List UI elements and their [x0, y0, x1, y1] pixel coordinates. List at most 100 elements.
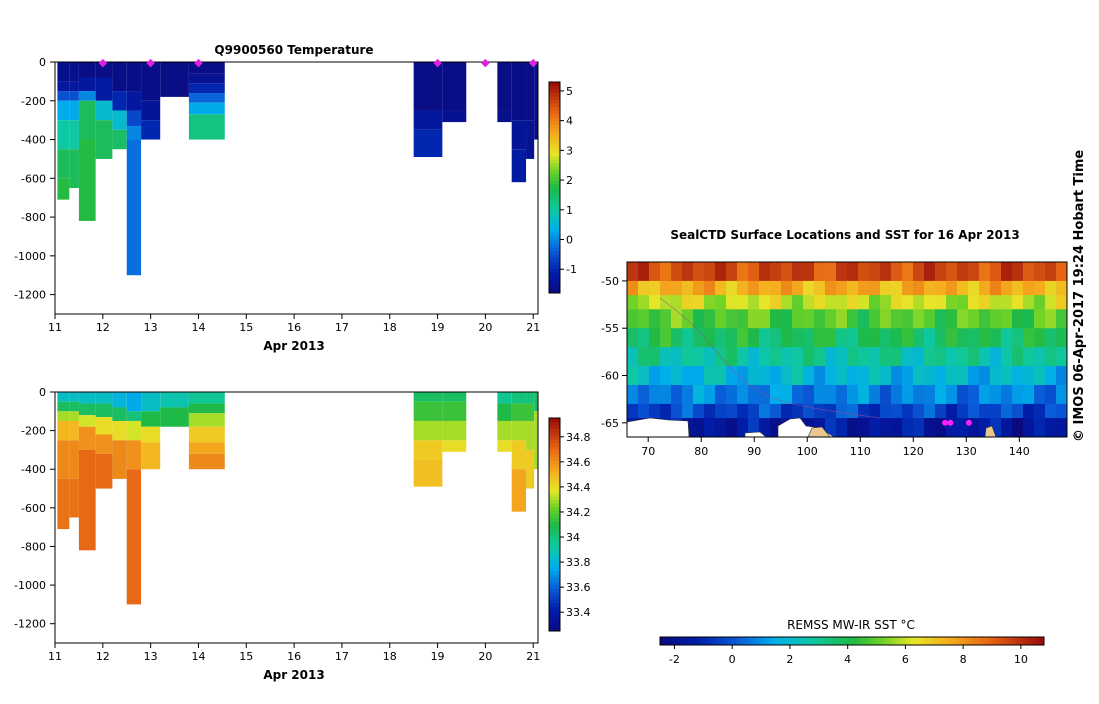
- colorbar-swatch: [549, 201, 560, 206]
- sst-cell: [693, 309, 705, 329]
- sst-cell: [748, 295, 760, 310]
- sst-cell: [660, 280, 672, 296]
- colorbar-swatch: [549, 152, 560, 157]
- sst-colorbar-swatch: [760, 637, 767, 645]
- y-tick-label: -200: [21, 425, 46, 438]
- colorbar-swatch: [549, 439, 560, 444]
- sst-cell: [814, 366, 826, 386]
- sst-colorbar-swatch: [804, 637, 810, 645]
- sst-cell: [924, 309, 936, 329]
- sst-cell: [704, 280, 716, 296]
- sst-cell: [737, 309, 749, 329]
- profile-14-layer-0: [534, 392, 538, 412]
- sst-cell: [847, 328, 859, 348]
- sst-cell: [682, 309, 694, 329]
- sst-cell: [759, 328, 771, 348]
- sst-colorbar-swatch: [900, 637, 906, 645]
- colorbar-swatch: [549, 162, 560, 167]
- profile-4-layer-2: [112, 420, 127, 441]
- sst-cell: [627, 309, 639, 329]
- colorbar-swatch: [549, 609, 560, 614]
- sst-colorbar-swatch: [722, 637, 728, 645]
- sst-cell: [935, 328, 947, 348]
- colorbar-swatch: [549, 247, 560, 252]
- colorbar-swatch: [549, 282, 560, 287]
- colorbar-swatch: [549, 198, 560, 203]
- sst-cell: [957, 366, 969, 386]
- sst-cell: [704, 347, 716, 367]
- colorbar-swatch: [549, 134, 560, 139]
- sst-colorbar-swatch: [746, 637, 752, 645]
- colorbar-swatch: [549, 474, 560, 479]
- sst-cell: [693, 280, 705, 296]
- colorbar-swatch: [549, 446, 560, 451]
- profile-2-layer-1: [78, 77, 96, 92]
- sst-colorbar-swatch: [991, 637, 997, 645]
- sst-cell: [814, 347, 826, 367]
- colorbar-swatch: [549, 236, 560, 241]
- x-tick-label: 21: [526, 321, 540, 334]
- profile-6-layer-0: [141, 392, 161, 412]
- sst-cell: [858, 309, 870, 329]
- colorbar-swatch: [549, 599, 560, 604]
- sst-colorbar-swatch: [847, 637, 853, 645]
- sst-cell: [858, 328, 870, 348]
- sst-cell: [891, 418, 903, 438]
- sst-cell: [671, 328, 683, 348]
- colorbar-swatch: [549, 275, 560, 280]
- sst-cell: [660, 347, 672, 367]
- colorbar-swatch: [549, 503, 560, 508]
- sst-cell: [682, 280, 694, 296]
- sst-cell: [913, 280, 925, 296]
- colorbar-tick-label: 34.6: [566, 456, 591, 469]
- sst-colorbar-swatch: [1034, 637, 1040, 645]
- sst-cell: [704, 262, 716, 282]
- sst-cell: [913, 418, 925, 438]
- sst-colorbar-swatch: [890, 637, 896, 645]
- profile-8-layer-4: [188, 102, 225, 115]
- sst-cell: [946, 309, 958, 329]
- colorbar-swatch: [549, 570, 560, 575]
- colorbar-swatch: [549, 485, 560, 490]
- colorbar-swatch: [549, 222, 560, 227]
- colorbar-swatch: [549, 226, 560, 231]
- map-x-tick-label: 70: [641, 445, 655, 458]
- sst-colorbar-swatch: [780, 637, 786, 645]
- sst-cell: [1023, 280, 1035, 296]
- profile-13-layer-1: [526, 120, 535, 159]
- sst-colorbar-swatch: [770, 637, 776, 645]
- profile-6-layer-3: [141, 442, 161, 470]
- sst-cell: [803, 366, 815, 386]
- sst-cell: [726, 384, 738, 405]
- sst-cell: [836, 328, 848, 348]
- sst-colorbar-swatch: [909, 637, 915, 645]
- sst-cell: [792, 280, 804, 296]
- y-tick-label: -600: [21, 172, 46, 185]
- profile-12-layer-0: [511, 392, 527, 404]
- profile-8-layer-3: [188, 93, 225, 103]
- sst-cell: [781, 295, 793, 310]
- sst-cell: [1023, 418, 1035, 438]
- profile-marker: ◆: [194, 56, 203, 69]
- sst-cell: [946, 347, 958, 367]
- sst-cell: [847, 403, 859, 419]
- colorbar-tick-label: 0: [566, 234, 573, 247]
- sst-cell: [1012, 347, 1024, 367]
- seal-locations: [942, 419, 972, 426]
- sst-cell: [869, 418, 881, 438]
- sst-colorbar-swatch: [957, 637, 963, 645]
- sst-cell: [814, 384, 826, 405]
- sst-cell: [737, 280, 749, 296]
- sst-cell: [770, 280, 782, 296]
- sst-colorbar-swatch: [669, 637, 675, 645]
- colorbar-swatch: [549, 489, 560, 494]
- colorbar-swatch: [549, 510, 560, 515]
- sst-cell: [715, 309, 727, 329]
- sst-cell: [1023, 262, 1035, 282]
- sst-cell: [759, 280, 771, 296]
- sst-cell: [803, 280, 815, 296]
- sst-cell: [968, 403, 980, 419]
- sst-cell: [913, 262, 925, 282]
- sst-cell: [1056, 384, 1068, 405]
- sst-cell: [671, 366, 683, 386]
